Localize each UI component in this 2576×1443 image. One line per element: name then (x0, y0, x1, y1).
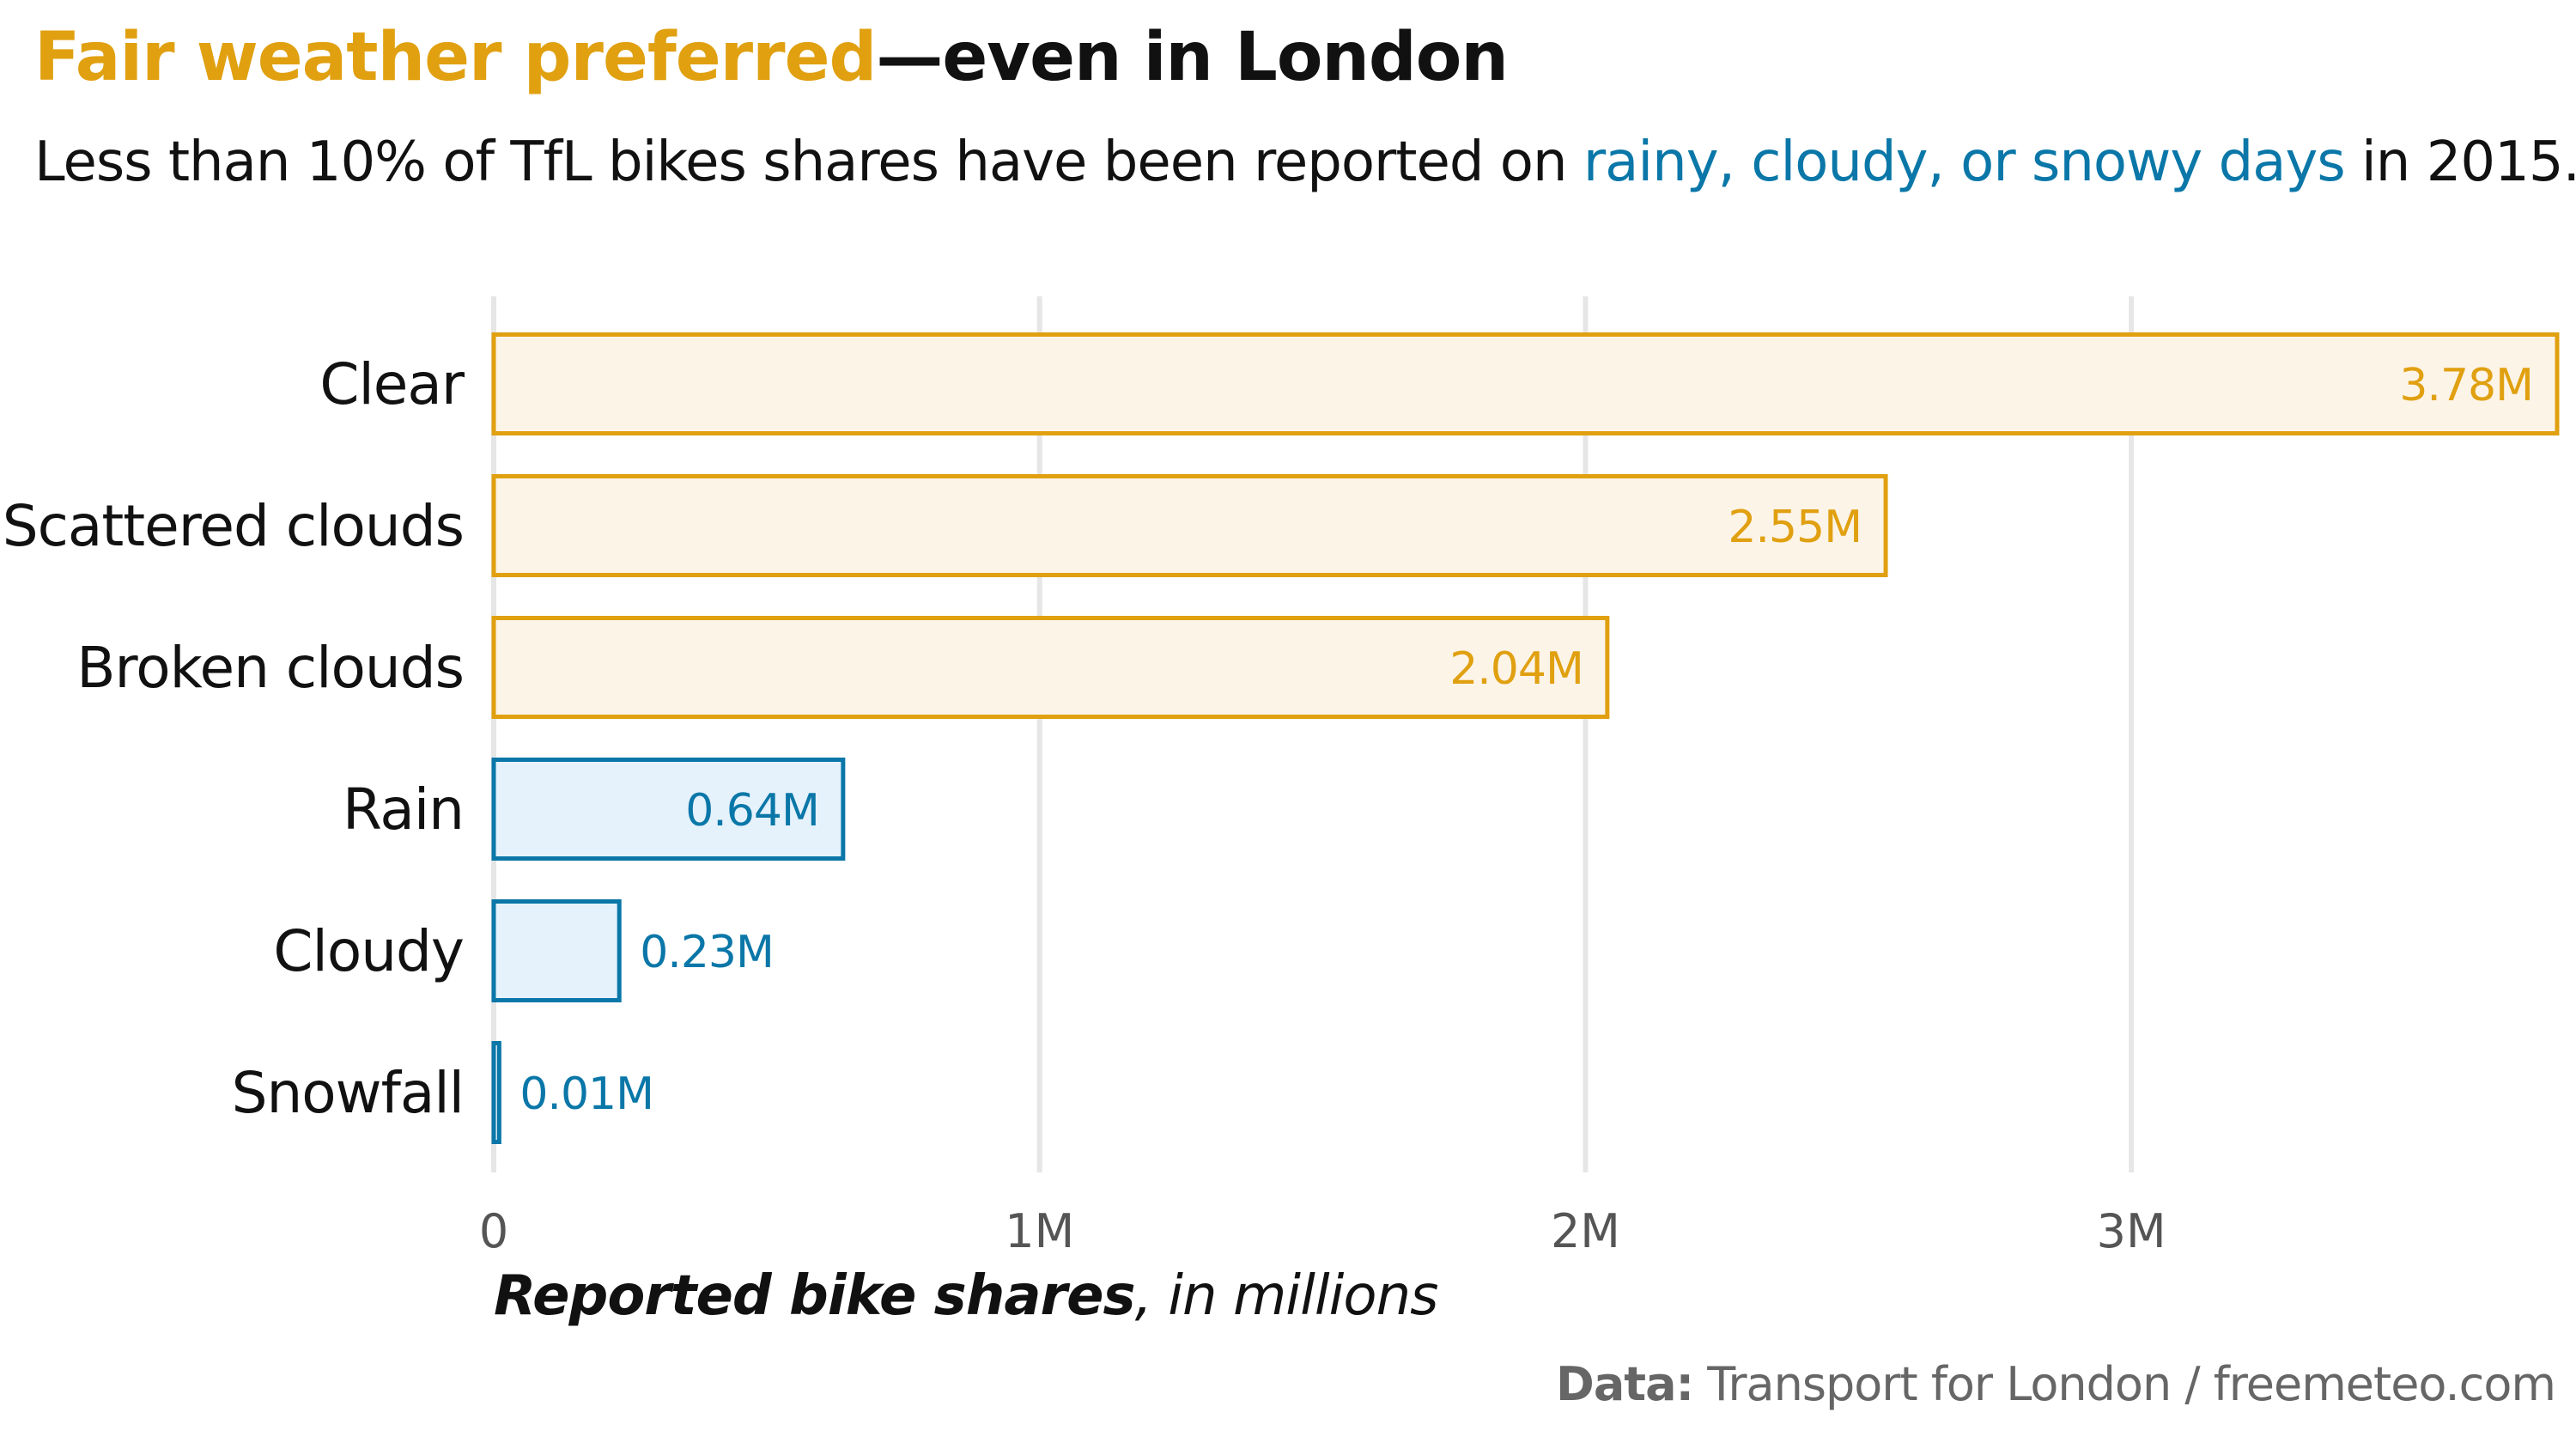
category-label: Rain (343, 776, 464, 843)
category-label: Clear (319, 351, 465, 417)
x-tick-label: 1M (1005, 1204, 1074, 1258)
gridlines (491, 296, 2135, 1172)
bar-rain (491, 758, 846, 861)
data-source-caption: Data: Transport for London / freemeteo.c… (1556, 1357, 2556, 1411)
x-axis-title-bold: Reported bike shares (494, 1264, 1135, 1328)
subtitle-highlight: rainy, cloudy, or snowy days (1583, 131, 2346, 194)
subtitle-before: Less than 10% of TfL bikes shares have b… (34, 131, 1583, 194)
title-highlight: Fair weather preferred (34, 19, 877, 96)
caption-bold: Data: (1556, 1357, 1694, 1411)
data-label: 0.01M (519, 1069, 653, 1120)
data-label: 2.04M (1449, 643, 1583, 695)
category-label: Cloudy (273, 918, 464, 984)
bars (491, 332, 2560, 1144)
data-label: 3.78M (2399, 360, 2533, 411)
x-tick-label: 3M (2097, 1204, 2166, 1258)
bar-clear (491, 332, 2560, 435)
category-label: Scattered clouds (3, 493, 464, 559)
subtitle-after: in 2015. (2344, 131, 2576, 194)
data-label: 0.64M (685, 785, 819, 837)
labels: 0 1M 2M 3M Clear 3.78M Scattered clouds 2.55M Br… (3, 351, 2534, 1258)
chart-subtitle: Less than 10% of TfL bikes shares have b… (34, 131, 2576, 194)
x-tick-label: 0 (479, 1204, 508, 1258)
category-label: Broken clouds (76, 635, 464, 701)
x-tick-label: 2M (1551, 1204, 1620, 1258)
data-label: 0.23M (640, 927, 774, 978)
caption-rest: Transport for London / freemeteo.com (1693, 1357, 2556, 1411)
x-axis-title: Reported bike shares, in millions (494, 1264, 1437, 1328)
bar-broken-clouds (491, 616, 1610, 719)
bar-scattered-clouds (491, 474, 1888, 577)
x-axis-title-rest: , in millions (1135, 1264, 1438, 1328)
category-label: Snowfall (232, 1060, 464, 1126)
data-label: 2.55M (1728, 502, 1862, 553)
bar-snowfall (491, 1041, 501, 1144)
title-rest: —even in London (876, 19, 1509, 96)
chart-title: Fair weather preferred—even in London (34, 19, 1509, 96)
bar-cloudy (491, 899, 622, 1002)
